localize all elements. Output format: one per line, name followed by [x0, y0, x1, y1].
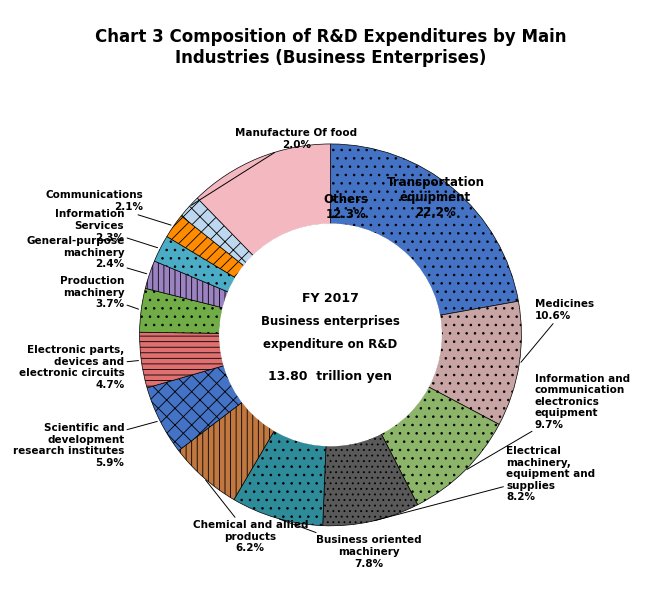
- Text: FY 2017: FY 2017: [302, 292, 359, 305]
- Text: Transportation
equipment
22.2%: Transportation equipment 22.2%: [387, 176, 485, 219]
- Text: Medicines
10.6%: Medicines 10.6%: [521, 299, 594, 362]
- Wedge shape: [155, 236, 235, 292]
- Text: Communications
2.1%: Communications 2.1%: [46, 190, 171, 225]
- Text: Business oriented
machinery
7.8%: Business oriented machinery 7.8%: [280, 519, 422, 569]
- Wedge shape: [197, 144, 330, 255]
- Title: Chart 3 Composition of R&D Expenditures by Main
Industries (Business Enterprises: Chart 3 Composition of R&D Expenditures …: [95, 29, 566, 67]
- Wedge shape: [234, 430, 326, 525]
- Text: 13.80  trillion yen: 13.80 trillion yen: [268, 371, 393, 383]
- Text: Chemical and allied
products
6.2%: Chemical and allied products 6.2%: [192, 480, 308, 553]
- Text: expenditure on R&D: expenditure on R&D: [263, 338, 398, 351]
- Wedge shape: [381, 387, 499, 505]
- Wedge shape: [178, 402, 274, 500]
- Text: General-purpose
machinery
2.4%: General-purpose machinery 2.4%: [26, 236, 147, 274]
- Wedge shape: [147, 365, 243, 450]
- Text: Production
machinery
3.7%: Production machinery 3.7%: [60, 276, 139, 309]
- Wedge shape: [139, 289, 223, 333]
- Wedge shape: [323, 433, 418, 526]
- Text: Others
12.3%: Others 12.3%: [323, 193, 368, 221]
- Text: Electronic parts,
devices and
electronic circuits
4.7%: Electronic parts, devices and electronic…: [19, 345, 139, 390]
- Wedge shape: [167, 216, 244, 278]
- Text: Scientific and
development
research institutes
5.9%: Scientific and development research inst…: [13, 421, 157, 468]
- Wedge shape: [181, 198, 253, 266]
- Circle shape: [219, 224, 442, 446]
- Text: Information
Services
2.3%: Information Services 2.3%: [55, 209, 157, 248]
- Wedge shape: [145, 261, 228, 308]
- Text: Electrical
machinery,
equipment and
supplies
8.2%: Electrical machinery, equipment and supp…: [374, 446, 596, 521]
- Wedge shape: [330, 144, 518, 315]
- Text: Business enterprises: Business enterprises: [261, 315, 400, 328]
- Text: Information and
communication
electronics
equipment
9.7%: Information and communication electronic…: [467, 374, 630, 469]
- Text: Manufacture Of food
2.0%: Manufacture Of food 2.0%: [191, 128, 357, 205]
- Wedge shape: [428, 301, 522, 424]
- Wedge shape: [139, 332, 224, 388]
